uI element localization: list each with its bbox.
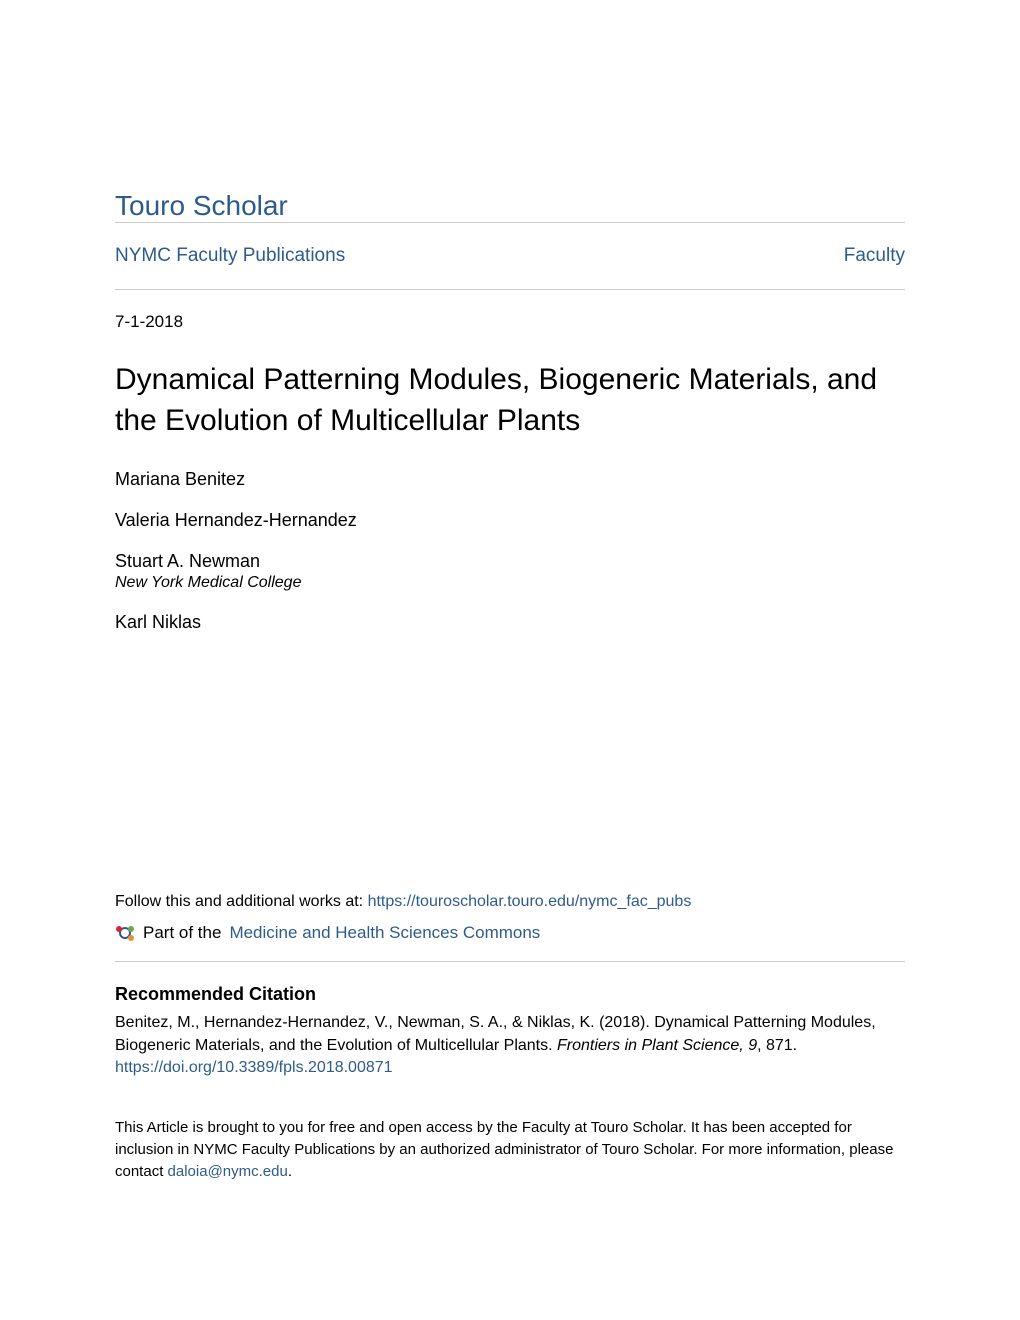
footer-availability-text: This Article is brought to you for free …	[115, 1117, 905, 1182]
author-name: Mariana Benitez	[115, 469, 905, 490]
network-icon	[115, 923, 135, 943]
citation-journal: Frontiers in Plant Science, 9	[557, 1037, 757, 1054]
author-name: Karl Niklas	[115, 612, 905, 633]
divider-nav	[115, 289, 905, 290]
follow-works-row: Follow this and additional works at: htt…	[115, 893, 905, 911]
commons-row: Part of the Medicine and Health Sciences…	[115, 923, 905, 943]
author-name: Valeria Hernandez-Hernandez	[115, 510, 905, 531]
divider-citation	[115, 961, 905, 962]
spacer	[115, 653, 905, 893]
site-title-link[interactable]: Touro Scholar	[115, 190, 288, 221]
breadcrumb-nav: NYMC Faculty Publications Faculty	[115, 223, 905, 289]
follow-prefix: Follow this and additional works at:	[115, 893, 368, 910]
follow-url-link[interactable]: https://touroscholar.touro.edu/nymc_fac_…	[368, 893, 692, 910]
author-affiliation: New York Medical College	[115, 574, 905, 592]
author-0: Mariana Benitez	[115, 469, 905, 490]
citation-text: Benitez, M., Hernandez-Hernandez, V., Ne…	[115, 1011, 905, 1057]
nav-faculty-link[interactable]: Faculty	[844, 245, 905, 267]
publication-date: 7-1-2018	[115, 312, 905, 332]
author-2: Stuart A. Newman New York Medical Colleg…	[115, 551, 905, 592]
recommended-citation-heading: Recommended Citation	[115, 984, 905, 1005]
commons-prefix: Part of the	[143, 923, 221, 943]
commons-link[interactable]: Medicine and Health Sciences Commons	[229, 923, 540, 943]
article-title: Dynamical Patterning Modules, Biogeneric…	[115, 360, 905, 441]
nav-collection-link[interactable]: NYMC Faculty Publications	[115, 245, 345, 267]
author-3: Karl Niklas	[115, 612, 905, 633]
footer-contact-email[interactable]: daloia@nymc.edu	[168, 1163, 288, 1180]
footer-after-email: .	[288, 1163, 292, 1180]
citation-after-italic: , 871.	[757, 1037, 797, 1054]
author-name: Stuart A. Newman	[115, 551, 905, 572]
doi-link[interactable]: https://doi.org/10.3389/fpls.2018.00871	[115, 1059, 905, 1077]
author-1: Valeria Hernandez-Hernandez	[115, 510, 905, 531]
